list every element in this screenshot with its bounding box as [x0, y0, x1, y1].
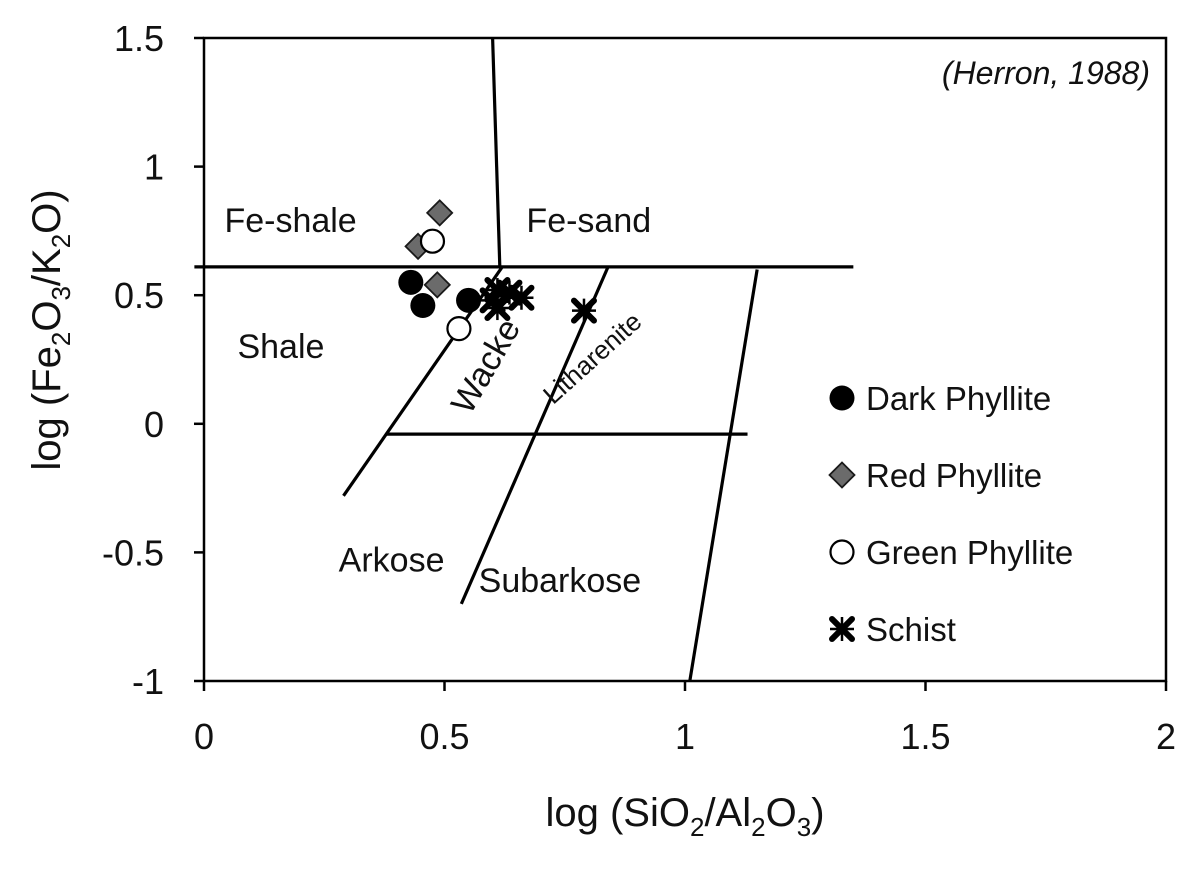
region-label-fe-shale: Fe-shale [224, 202, 356, 240]
classification-boundaries [194, 37, 854, 682]
boundary-line [491, 37, 502, 267]
x-tick-label: 2 [1156, 716, 1176, 757]
x-axis-title: log (SiO2/Al2O3) [545, 791, 824, 842]
region-label-arkose: Arkose [339, 542, 445, 580]
point-green-phyllite [446, 316, 472, 342]
legend-label-dark-phyllite: Dark Phyllite [866, 380, 1051, 417]
plot-frame [202, 36, 1168, 683]
y-axis-title: log (Fe2O3/K2O) [25, 189, 76, 470]
point-dark-phyllite [410, 292, 436, 318]
boundary-line [688, 269, 759, 682]
point-dark-phyllite [398, 269, 424, 295]
region-label-subarkose: Subarkose [479, 562, 642, 600]
y-tick-label: 0 [144, 404, 164, 445]
y-tick-label: 1.5 [114, 18, 164, 59]
region-label-fe-sand: Fe-sand [526, 202, 651, 240]
data-points [398, 199, 597, 342]
x-tick-label: 1.5 [900, 716, 950, 757]
legend-marker-red-phyllite [828, 461, 856, 489]
legend-label-red-phyllite: Red Phyllite [866, 457, 1042, 494]
point-schist [508, 284, 535, 311]
legend-label-green-phyllite: Green Phyllite [866, 534, 1073, 571]
point-schist [570, 297, 597, 324]
y-tick-label: -0.5 [102, 532, 164, 573]
legend-marker-green-phyllite [829, 539, 855, 565]
point-red-phyllite [425, 199, 454, 227]
y-tick-label: 1 [144, 147, 164, 188]
point-dark-phyllite [456, 287, 482, 313]
y-tick-label: -1 [132, 661, 164, 702]
axis-ticks: 0 0.5 1 1.5 2 -1 -0.5 0 0.5 1 1.5 [102, 18, 1176, 757]
point-schist [484, 295, 511, 322]
citation: (Herron, 1988) [942, 55, 1150, 91]
legend-marker-schist [829, 616, 855, 642]
legend-marker-dark-phyllite [829, 385, 855, 411]
x-tick-label: 0 [194, 716, 214, 757]
x-tick-label: 1 [675, 716, 695, 757]
point-red-phyllite [423, 271, 452, 299]
legend-label-schist: Schist [866, 611, 956, 648]
x-tick-label: 0.5 [419, 716, 469, 757]
boundary-line [459, 266, 610, 605]
legend: Dark Phyllite Red Phyllite Green Phyllite S… [828, 380, 1073, 648]
point-green-phyllite [419, 228, 446, 254]
y-tick-label: 0.5 [114, 275, 164, 316]
region-label-shale: Shale [237, 328, 324, 366]
